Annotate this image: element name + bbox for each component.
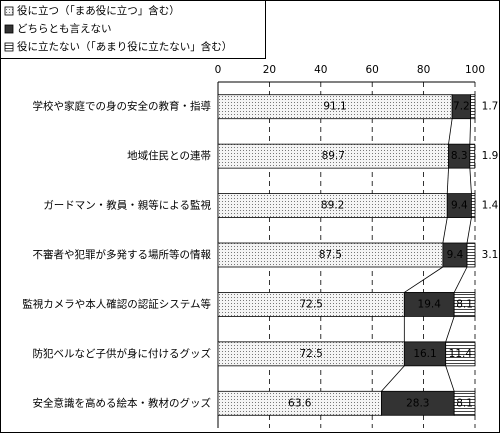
y-tick-label: 防犯ベルなど子供が身に付けるグッズ xyxy=(33,347,212,360)
legend-swatch xyxy=(4,42,14,52)
bar-segment xyxy=(471,193,476,218)
value-label: 8.3 xyxy=(451,150,468,162)
series-connector xyxy=(442,217,448,244)
value-label: 19.4 xyxy=(418,298,442,310)
bar-segment xyxy=(453,292,476,317)
bar-segment xyxy=(381,390,455,416)
series-connector xyxy=(445,365,455,392)
value-label: 89.2 xyxy=(321,200,344,212)
value-label: 9.4 xyxy=(447,249,464,261)
value-label: 7.2 xyxy=(453,101,470,113)
series-connector xyxy=(446,168,449,194)
legend-swatch xyxy=(4,24,14,34)
y-tick-label: 不審者や犯罪が多発する場所等の情報 xyxy=(33,248,212,261)
value-label: 8.1 xyxy=(456,397,473,409)
y-tick-label: 監視カメラや本人確認の認証システム等 xyxy=(22,297,211,310)
x-tick-label: 100 xyxy=(465,64,485,76)
bar-segment xyxy=(446,193,472,218)
value-label: 1.4 xyxy=(482,200,499,212)
x-tick-label: 0 xyxy=(215,64,222,76)
value-label: 8.1 xyxy=(456,298,473,310)
value-label: 28.3 xyxy=(406,397,429,409)
value-label: 3.1 xyxy=(482,249,499,261)
y-tick-label: ガードマン・教員・親等による監視 xyxy=(43,199,211,212)
value-label: 9.4 xyxy=(451,200,468,212)
value-label: 89.7 xyxy=(322,150,345,162)
y-tick-label: 安全意識を高める絵本・教材のグッズ xyxy=(33,396,212,409)
bar-segment xyxy=(442,242,468,268)
y-tick-label: 地域住民との連帯 xyxy=(127,149,211,162)
bar-segment xyxy=(469,143,476,169)
series-connector xyxy=(445,316,455,342)
bar-segment xyxy=(217,94,453,120)
legend-box xyxy=(0,0,266,59)
bar-segment xyxy=(217,390,382,416)
series-connector xyxy=(466,217,472,244)
legend-swatch xyxy=(4,6,14,16)
bar-segment xyxy=(453,390,476,416)
bar-segment xyxy=(403,292,455,317)
bar-segment xyxy=(217,341,405,367)
value-label: 1.9 xyxy=(482,150,499,162)
x-tick-label: 40 xyxy=(314,64,327,76)
value-label: 72.5 xyxy=(299,298,322,310)
value-label: 91.1 xyxy=(323,101,346,113)
series-connector xyxy=(381,365,405,392)
legend-label: どちらとも言えない xyxy=(17,22,112,35)
series-connector xyxy=(453,266,468,293)
series-connector xyxy=(448,118,453,145)
legend-label: 役に立つ（「まあ役に立つ」含む） xyxy=(17,4,180,17)
x-tick-label: 60 xyxy=(366,64,379,76)
bar-segment xyxy=(217,193,448,218)
series-connector xyxy=(469,168,472,194)
bar-segment xyxy=(445,341,476,367)
bar-segment xyxy=(217,143,449,169)
x-tick-label: 80 xyxy=(417,64,430,76)
bar-segment xyxy=(466,242,476,268)
x-tick-label: 20 xyxy=(263,64,276,76)
bar-segment xyxy=(470,94,476,120)
value-label: 1.7 xyxy=(482,101,499,113)
value-label: 16.1 xyxy=(413,348,436,360)
y-tick-label: 学校や家庭での身の安全の教育・指導 xyxy=(33,100,212,113)
value-label: 11.4 xyxy=(449,348,473,360)
value-label: 87.5 xyxy=(319,249,342,261)
value-label: 72.5 xyxy=(299,348,322,360)
bar-segment xyxy=(217,242,444,268)
bar-segment xyxy=(217,292,405,317)
value-label: 63.6 xyxy=(288,397,312,409)
legend-label: 役に立たない（「あまり役に立たない」含む） xyxy=(17,40,232,53)
series-connector xyxy=(404,266,444,293)
series-connector xyxy=(469,118,472,145)
